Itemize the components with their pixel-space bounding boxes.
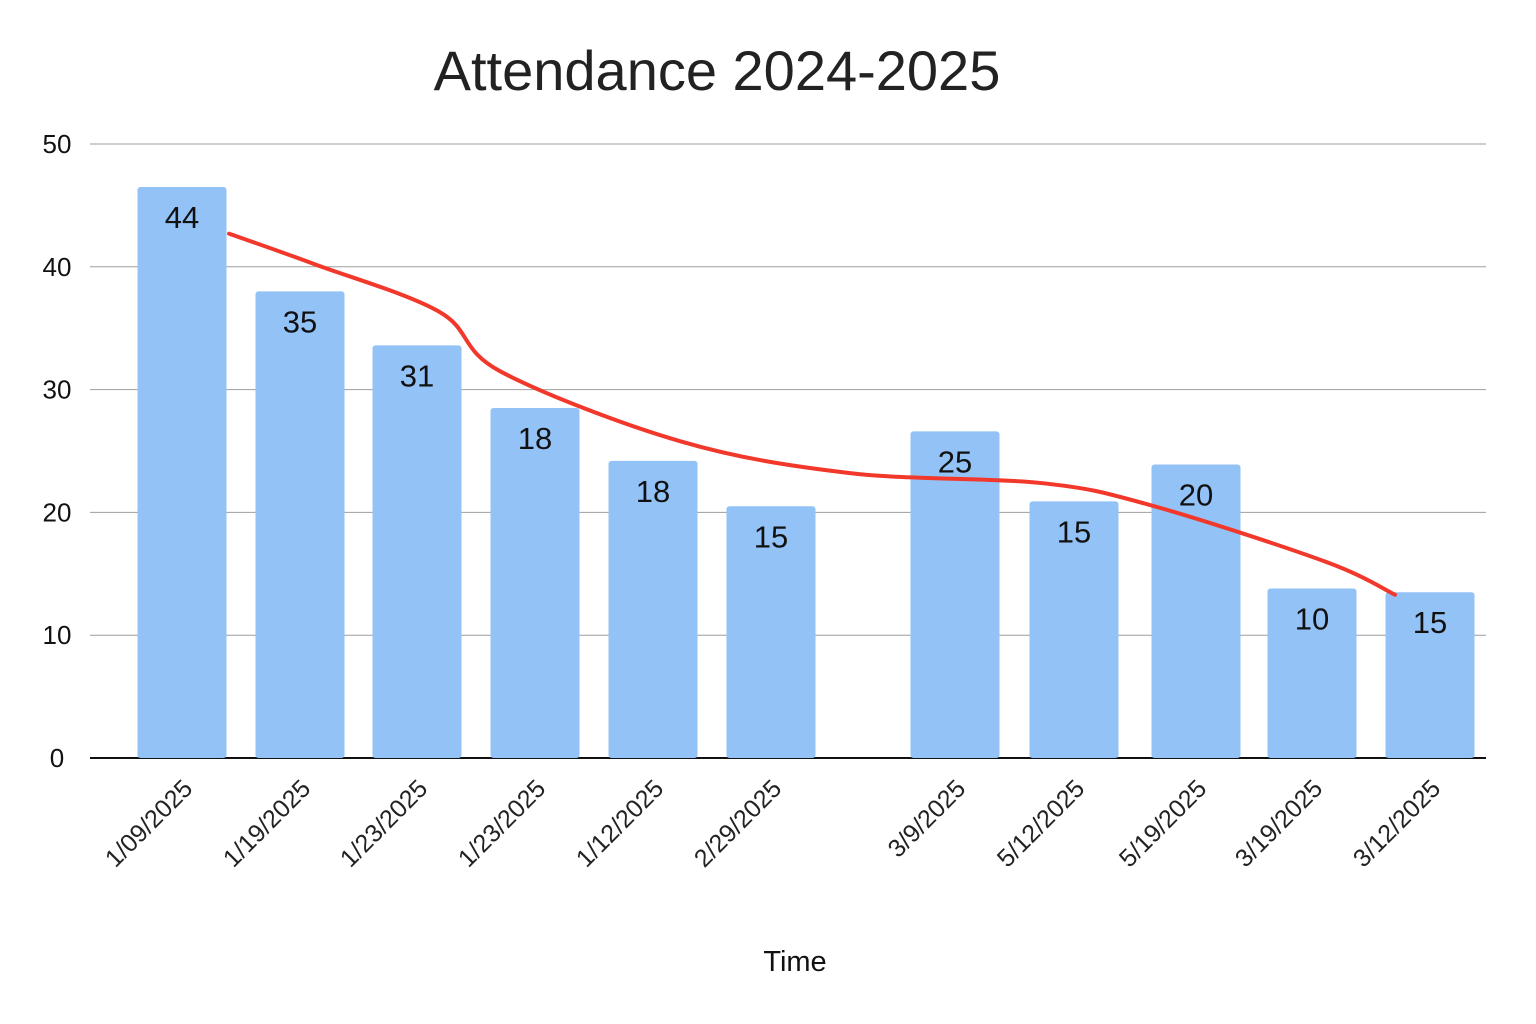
bar-data-label: 25 — [938, 444, 972, 479]
x-tick-label: 5/19/2025 — [1114, 774, 1212, 872]
bar — [726, 506, 816, 758]
y-tick-label: 40 — [43, 252, 72, 282]
bar — [1267, 588, 1357, 758]
x-tick-label: 5/12/2025 — [992, 774, 1090, 872]
y-tick-label: 10 — [43, 620, 72, 650]
y-tick-label: 50 — [43, 129, 72, 159]
bar — [1385, 592, 1475, 758]
x-tick-label: 1/23/2025 — [453, 774, 551, 872]
x-tick-label: 2/29/2025 — [689, 774, 787, 872]
x-tick-label: 3/9/2025 — [883, 774, 972, 863]
bar — [372, 345, 462, 758]
bar — [1151, 464, 1241, 758]
x-tick-label: 1/19/2025 — [218, 774, 316, 872]
x-tick-label: 3/12/2025 — [1348, 774, 1446, 872]
bar — [490, 408, 580, 758]
x-tick-label: 1/12/2025 — [571, 774, 669, 872]
bar-data-label: 15 — [754, 519, 788, 554]
bar-data-label: 15 — [1057, 514, 1091, 549]
trend-line-series — [227, 231, 1397, 597]
bar — [137, 186, 227, 759]
bar-data-label: 10 — [1295, 602, 1329, 637]
x-axis-ticks: 1/09/2025 1/19/2025 1/23/2025 1/23/2025 1/12… — [100, 774, 1446, 872]
bar — [910, 431, 1000, 758]
y-tick-label: 30 — [43, 375, 72, 405]
trend-line — [227, 231, 1397, 597]
bar-data-label: 44 — [165, 200, 199, 235]
bar-data-label: 35 — [283, 304, 317, 339]
bar — [1029, 501, 1119, 758]
y-tick-label: 0 — [50, 743, 64, 773]
bar-data-label: 31 — [400, 358, 434, 393]
bar-series — [137, 186, 1475, 759]
bar-data-label: 20 — [1179, 478, 1213, 513]
x-axis-title: Time — [763, 946, 826, 978]
data-labels: 44 35 31 18 18 15 25 15 20 10 15 — [165, 200, 1447, 640]
bar-data-label: 18 — [636, 474, 670, 509]
x-tick-label: 1/23/2025 — [335, 774, 433, 872]
y-axis-ticks: 0 10 20 30 40 50 — [43, 129, 72, 773]
y-tick-label: 20 — [43, 497, 72, 527]
bar — [608, 460, 698, 758]
chart-title: Attendance 2024-2025 — [434, 39, 1001, 102]
bar — [255, 291, 345, 758]
x-tick-label: 1/09/2025 — [100, 774, 198, 872]
bar-data-label: 18 — [518, 421, 552, 456]
x-tick-label: 3/19/2025 — [1230, 774, 1328, 872]
bar-data-label: 15 — [1413, 605, 1447, 640]
